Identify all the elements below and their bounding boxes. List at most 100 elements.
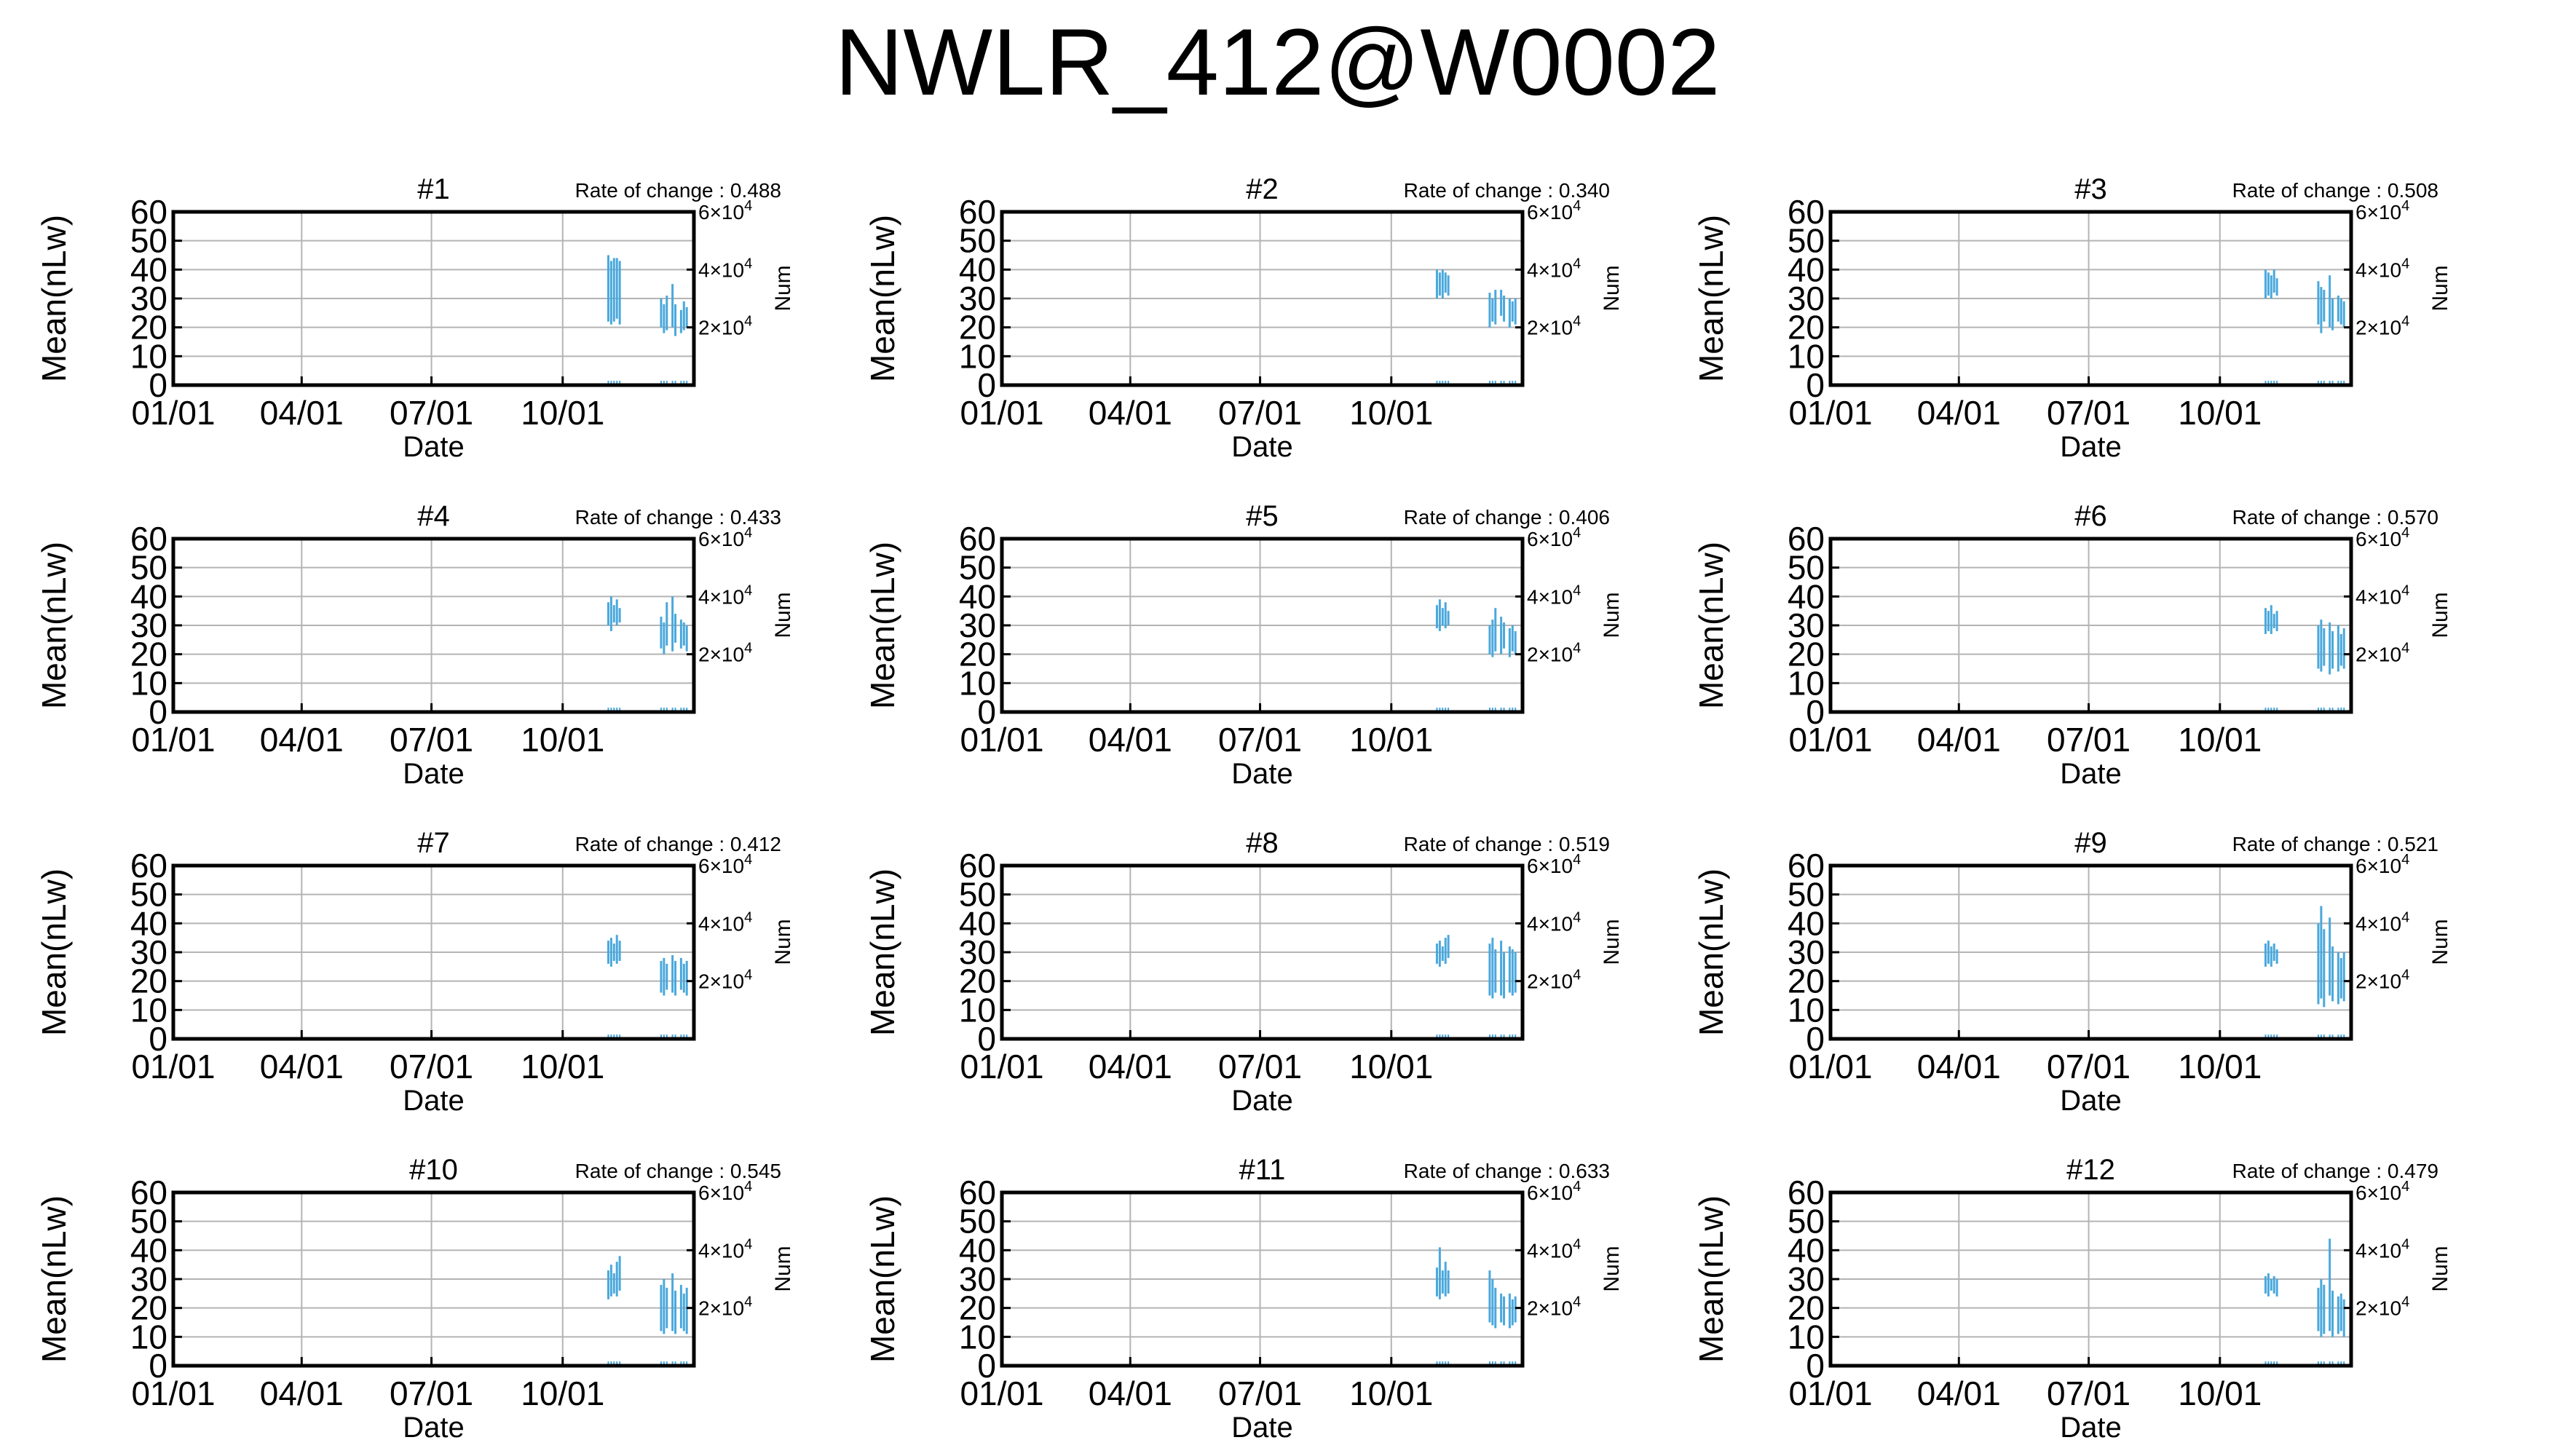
y-tick-label: 30 [959,280,996,317]
panel-title: #2 [1246,173,1279,205]
y-axis-label: Mean(nLw) [35,1195,73,1363]
y-tick-label: 20 [1788,636,1825,673]
y-tick-label: 0 [1806,693,1825,731]
y-tick-label: 0 [1806,1020,1825,1058]
x-tick-label: 10/01 [521,721,604,759]
x-axis-label: Date [1231,758,1293,790]
y-tick-label: 0 [977,1347,996,1385]
y-tick-label: 20 [130,636,167,673]
y-tick-label: 60 [1788,1174,1825,1211]
x-tick-label: 10/01 [2178,1374,2262,1412]
panel-title: #7 [417,827,450,859]
y2-tick-label: 6×104 [698,1179,752,1204]
panel-title: #9 [2074,827,2107,859]
y-tick-label: 40 [959,250,996,288]
y-axis-label: Mean(nLw) [1692,215,1730,382]
y2-tick-label: 4×104 [698,1236,752,1262]
y-tick-label: 0 [149,1020,167,1058]
rate-of-change: Rate of change : 0.519 [1404,833,1610,855]
x-axis-label: Date [1231,1412,1293,1444]
y2-tick-label: 6×104 [698,852,752,877]
y-tick-label: 40 [1788,904,1825,942]
y2-tick-label: 2×104 [1527,1294,1581,1320]
y2-axis-label: Num [771,1246,795,1291]
x-tick-label: 10/01 [2178,394,2262,432]
y2-tick-label: 4×104 [1527,256,1581,281]
x-tick-label: 07/01 [1218,1048,1302,1085]
y2-axis-label: Num [1600,265,1624,311]
y-tick-label: 30 [959,606,996,644]
y-tick-label: 10 [959,337,996,375]
y-tick-label: 40 [1788,1231,1825,1269]
y-tick-label: 40 [1788,577,1825,615]
x-axis-label: Date [403,431,465,463]
y-tick-label: 30 [1788,280,1825,317]
x-axis-label: Date [2060,758,2122,790]
panel-title: #3 [2074,173,2107,205]
y-tick-label: 40 [130,250,167,288]
y-axis-label: Mean(nLw) [1692,1195,1730,1363]
y-tick-label: 50 [130,222,167,260]
y-tick-label: 60 [1788,520,1825,558]
x-tick-label: 04/01 [1917,721,2001,759]
x-tick-label: 04/01 [260,394,344,432]
y2-tick-label: 2×104 [698,1294,752,1320]
x-tick-label: 10/01 [521,394,604,432]
x-tick-label: 10/01 [521,1374,604,1412]
x-tick-label: 01/01 [960,1374,1043,1412]
x-tick-label: 10/01 [2178,721,2262,759]
x-tick-label: 01/01 [1788,721,1872,759]
x-tick-label: 04/01 [260,721,344,759]
x-tick-label: 04/01 [260,1374,344,1412]
y2-tick-label: 6×104 [698,198,752,223]
y-tick-label: 0 [149,1347,167,1385]
y-tick-label: 20 [959,962,996,1000]
y-axis-label: Mean(nLw) [35,542,73,709]
figure-title: NWLR_412@W0002 [834,9,1721,115]
y2-axis-label: Num [771,265,795,311]
y2-tick-label: 4×104 [2355,256,2409,281]
panel-title: #1 [417,173,450,205]
y-tick-label: 20 [1788,309,1825,347]
x-tick-label: 04/01 [1089,1048,1172,1085]
y-tick-label: 30 [130,280,167,317]
y-tick-label: 50 [959,222,996,260]
y-axis-label: Mean(nLw) [864,869,901,1036]
rate-of-change: Rate of change : 0.570 [2232,506,2438,529]
y2-tick-label: 4×104 [698,909,752,935]
rate-of-change: Rate of change : 0.412 [575,833,781,855]
x-tick-label: 01/01 [1788,1048,1872,1085]
y2-axis-label: Num [2428,1246,2452,1291]
y2-tick-label: 4×104 [2355,909,2409,935]
y-axis-label: Mean(nLw) [35,869,73,1036]
panel-title: #10 [409,1154,458,1186]
x-tick-label: 01/01 [131,1048,215,1085]
x-tick-label: 07/01 [390,1374,473,1412]
y2-tick-label: 6×104 [698,525,752,550]
y-tick-label: 50 [130,549,167,587]
y-tick-label: 40 [130,904,167,942]
y-tick-label: 10 [1788,991,1825,1029]
x-tick-label: 01/01 [131,721,215,759]
y2-axis-label: Num [771,592,795,638]
y-tick-label: 20 [959,1289,996,1327]
x-tick-label: 10/01 [1349,721,1433,759]
y-tick-label: 40 [959,904,996,942]
y-tick-label: 50 [1788,549,1825,587]
y-tick-label: 50 [959,1203,996,1241]
y-tick-label: 50 [959,876,996,914]
x-tick-label: 10/01 [1349,394,1433,432]
y2-tick-label: 2×104 [698,641,752,666]
x-tick-label: 07/01 [1218,721,1302,759]
y-tick-label: 50 [959,549,996,587]
y2-tick-label: 2×104 [2355,641,2409,666]
rate-of-change: Rate of change : 0.406 [1404,506,1610,529]
y2-tick-label: 6×104 [2355,1179,2409,1204]
x-tick-label: 04/01 [1089,721,1172,759]
y2-tick-label: 4×104 [698,256,752,281]
